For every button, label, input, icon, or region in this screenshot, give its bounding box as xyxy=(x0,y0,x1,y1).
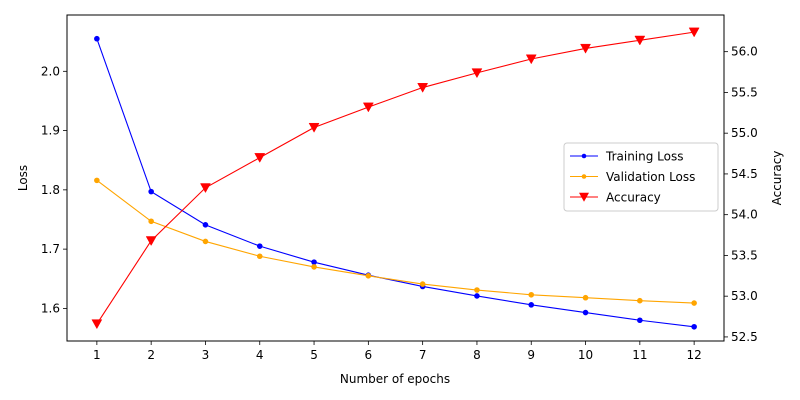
training-loss-point xyxy=(94,35,100,42)
y-left-tick-label: 1.6 xyxy=(41,301,60,315)
y-axis-right-label: Accuracy xyxy=(770,151,784,206)
legend-swatch-marker xyxy=(581,174,587,179)
x-axis-label: Number of epochs xyxy=(340,372,450,386)
plot-frame xyxy=(66,14,725,342)
x-tick-label: 6 xyxy=(365,348,373,362)
legend: Training Loss Validation Loss Accuracy xyxy=(563,142,719,212)
validation-loss-point xyxy=(691,300,697,306)
x-tick-label: 2 xyxy=(147,348,155,362)
legend-box xyxy=(563,142,719,212)
y-right-tick-label: 54.5 xyxy=(731,167,758,181)
y-left-tick-label: 2.0 xyxy=(41,64,60,78)
x-tick-label: 4 xyxy=(256,348,264,362)
y-left-tick-label: 1.8 xyxy=(41,183,60,197)
training-loss-point xyxy=(637,317,643,324)
accuracy-point xyxy=(525,54,537,65)
accuracy-point xyxy=(145,236,157,247)
training-loss-point xyxy=(311,259,317,265)
accuracy-line xyxy=(96,31,695,325)
x-tick-label: 11 xyxy=(632,348,647,362)
y-right-tick-label: 52.5 xyxy=(731,330,758,344)
accuracy-point xyxy=(362,102,374,113)
validation-loss-point xyxy=(474,287,480,293)
legend-label: Accuracy xyxy=(606,191,661,205)
y-left-tick-label: 1.9 xyxy=(41,124,60,138)
accuracy-point xyxy=(91,319,103,330)
legend-label: Validation Loss xyxy=(606,170,695,184)
x-tick-label: 10 xyxy=(578,348,593,362)
legend-item-training-loss: Training Loss xyxy=(570,150,683,164)
y-right-tick-label: 53.5 xyxy=(731,248,758,262)
validation-loss-point xyxy=(311,264,317,270)
validation-loss-point xyxy=(365,273,372,279)
legend-swatch-marker xyxy=(579,192,589,202)
validation-loss-point xyxy=(419,281,426,287)
accuracy-point xyxy=(417,83,429,93)
y-right-tick-label: 56.0 xyxy=(731,45,758,59)
training-loss-point xyxy=(474,293,480,299)
y-right-tick-label: 54.0 xyxy=(731,208,758,222)
y-right-tick-label: 55.0 xyxy=(731,126,758,140)
validation-loss-line xyxy=(96,179,695,304)
validation-loss-point xyxy=(256,253,263,260)
y-right-tick-label: 55.5 xyxy=(731,85,758,99)
accuracy-point xyxy=(308,122,320,133)
accuracy-point xyxy=(254,153,266,163)
legend-swatch-marker xyxy=(581,153,587,159)
series-accuracy xyxy=(91,27,700,330)
validation-loss-point xyxy=(637,297,643,304)
validation-loss-point xyxy=(94,177,100,184)
training-loss-point xyxy=(256,243,263,249)
x-tick-label: 5 xyxy=(310,348,318,362)
y-axis-left-label: Loss xyxy=(16,165,30,191)
legend-item-accuracy: Accuracy xyxy=(570,191,661,205)
accuracy-point xyxy=(688,27,700,38)
training-loss-point xyxy=(528,302,535,308)
plot-area: 1 2 3 4 5 6 7 8 9 10 11 121.61.71.81.92.052.553.053… xyxy=(41,14,758,362)
accuracy-point xyxy=(200,183,211,194)
x-tick-label: 7 xyxy=(419,348,427,362)
accuracy-point xyxy=(580,43,591,54)
series-validation-loss xyxy=(94,177,697,306)
validation-loss-point xyxy=(148,218,154,225)
y-right-tick-label: 53.0 xyxy=(731,289,758,303)
y-left-tick-label: 1.7 xyxy=(41,242,60,256)
validation-loss-point xyxy=(528,291,535,298)
x-tick-label: 8 xyxy=(473,348,481,362)
training-loss-point xyxy=(691,323,697,330)
x-tick-label: 12 xyxy=(686,348,701,362)
training-loss-point xyxy=(148,188,154,195)
training-loss-line xyxy=(96,38,695,328)
accuracy-point xyxy=(471,68,483,79)
legend-label: Training Loss xyxy=(605,150,683,164)
training-loss-point xyxy=(202,222,209,228)
training-loss-point xyxy=(582,309,589,316)
x-tick-label: 3 xyxy=(202,348,210,362)
validation-loss-point xyxy=(202,238,209,245)
x-tick-label: 1 xyxy=(93,348,101,362)
accuracy-point xyxy=(634,35,646,46)
legend-item-validation-loss: Validation Loss xyxy=(570,170,695,184)
validation-loss-point xyxy=(582,294,589,301)
x-tick-label: 9 xyxy=(527,348,535,362)
